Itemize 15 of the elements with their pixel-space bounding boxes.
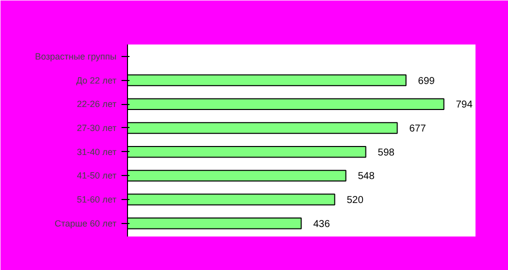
y-tick-label: До 22 лет [76, 75, 117, 86]
y-tick-label: 31-40 лет [76, 146, 117, 157]
y-tick-label: 22-26 лет [76, 99, 117, 110]
y-tick-label: 41-50 лет [76, 170, 117, 181]
data-label: 794 [456, 100, 473, 111]
data-label: 436 [313, 218, 330, 230]
data-label: 598 [378, 147, 395, 158]
data-label: 677 [409, 123, 426, 134]
data-label: 520 [346, 195, 364, 206]
y-tick-label: Старше 60 лет [54, 218, 117, 228]
data-label: 699 [418, 76, 436, 87]
y-tick-label: 51-60 лет [76, 194, 117, 205]
y-axis-title: Возрастные группы [34, 51, 116, 62]
y-tick-label: 27-30 лет [76, 122, 117, 133]
data-label: 548 [358, 171, 375, 182]
